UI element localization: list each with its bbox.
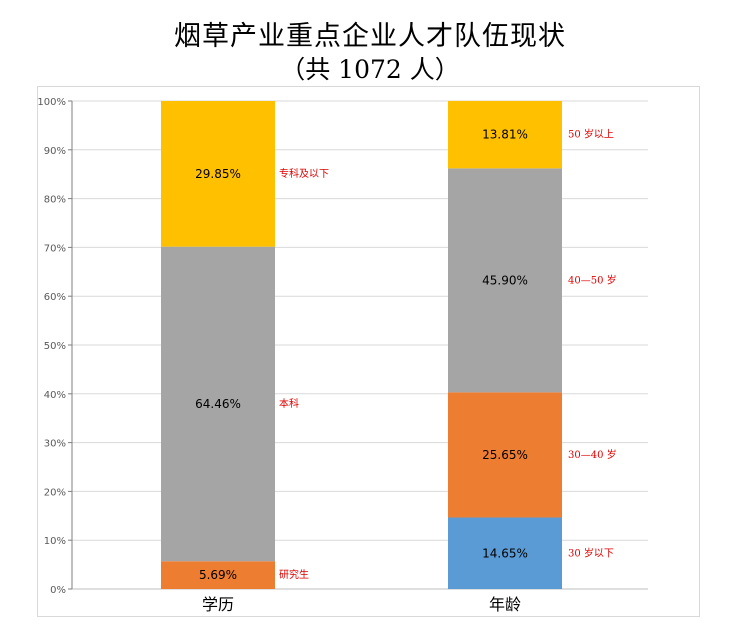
chart-subtitle: （共 1072 人）	[280, 55, 460, 84]
y-tick-label: 70%	[44, 243, 66, 254]
segment-annotation: 本科	[279, 397, 299, 410]
data-label: 29.85%	[195, 167, 241, 181]
y-tick-label: 30%	[44, 439, 66, 450]
segment-annotation: 50 岁以上	[568, 128, 614, 141]
chart-title: 烟草产业重点企业人才队伍现状	[174, 21, 566, 52]
bar-segment	[161, 561, 275, 589]
y-tick-label: 40%	[44, 390, 66, 401]
bar-segment	[161, 101, 275, 247]
segment-annotation: 30—40 岁	[568, 448, 617, 461]
y-tick-label: 10%	[44, 536, 66, 547]
y-tick-label: 50%	[44, 341, 66, 352]
data-label: 64.46%	[195, 397, 241, 411]
y-tick-label: 90%	[44, 146, 66, 157]
y-tick-label: 80%	[44, 195, 66, 206]
data-label: 25.65%	[482, 448, 528, 462]
x-category-label: 学历	[202, 595, 234, 614]
plot-area-frame	[37, 86, 700, 617]
y-tick-label: 20%	[44, 487, 66, 498]
data-label: 5.69%	[199, 568, 237, 582]
segment-annotation: 专科及以下	[279, 167, 329, 180]
bar-segment	[161, 246, 275, 562]
segment-annotation: 40—50 岁	[568, 273, 617, 286]
segment-annotation: 研究生	[279, 568, 309, 581]
data-label: 14.65%	[482, 546, 528, 560]
bar-segment	[448, 168, 562, 393]
y-tick-label: 60%	[44, 292, 66, 303]
data-label: 45.90%	[482, 273, 528, 287]
bar-segment	[448, 100, 562, 169]
y-tick-label: 0%	[50, 585, 66, 596]
y-tick-label: 100%	[37, 97, 66, 108]
data-label: 13.81%	[482, 128, 528, 142]
segment-annotation: 30 岁以下	[568, 546, 614, 559]
bar-segment	[448, 517, 562, 589]
bar-segment	[448, 392, 562, 518]
x-category-label: 年龄	[489, 595, 521, 614]
